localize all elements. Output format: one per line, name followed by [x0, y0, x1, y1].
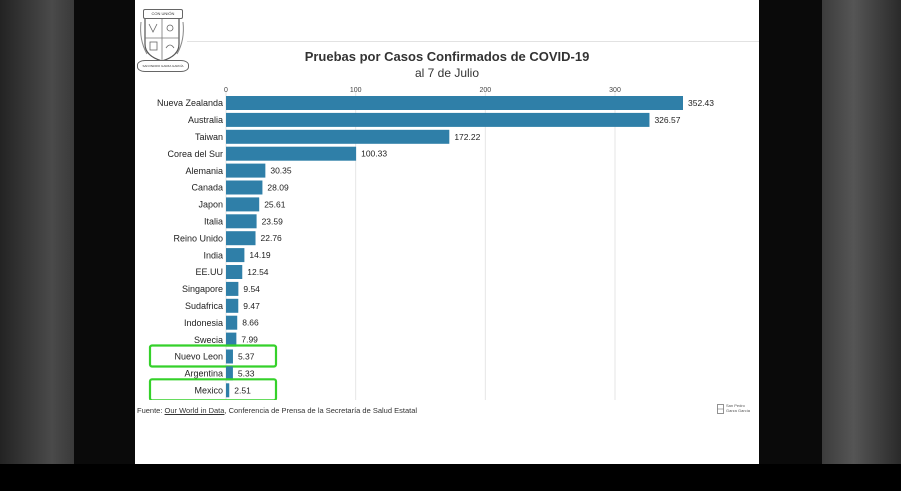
- x-tick-label-0: 0: [224, 87, 228, 94]
- seal-ribbon-text: CON UNIÓN: [143, 9, 183, 19]
- brand-text: San Pedro Garza García: [726, 403, 750, 413]
- category-label-mexico: Mexico: [194, 386, 223, 396]
- value-label-australia: 326.57: [654, 115, 680, 125]
- value-label-italia: 23.59: [262, 216, 284, 226]
- brand-mark: San Pedro Garza García: [717, 403, 757, 417]
- x-tick-label-1: 100: [350, 87, 362, 94]
- category-label-italia: Italia: [204, 217, 223, 227]
- x-tick-label-2: 200: [479, 87, 491, 94]
- category-label-indonesia: Indonesia: [184, 318, 223, 328]
- bar-corea-del-sur: [226, 146, 357, 161]
- value-label-taiwan: 172.22: [454, 132, 480, 142]
- bar-reino-unido: [226, 231, 256, 246]
- bar-japon: [226, 197, 260, 212]
- value-label-japon: 25.61: [264, 199, 286, 209]
- category-label-nuevo-leon: Nuevo Leon: [174, 352, 223, 362]
- value-label-indonesia: 8.66: [242, 318, 259, 328]
- category-label-argentina: Argentina: [184, 369, 223, 379]
- bar-canada: [226, 180, 263, 195]
- bar-nueva-zealanda: [226, 96, 683, 110]
- bar-taiwan: [226, 129, 450, 144]
- value-label-mexico: 2.51: [234, 385, 251, 395]
- category-label-taiwan: Taiwan: [195, 132, 223, 142]
- bar-ee-uu: [226, 265, 243, 279]
- category-label-canada: Canada: [191, 183, 223, 193]
- highlight-box-nuevo-leon: [148, 344, 278, 368]
- chart-subtitle: al 7 de Julio: [414, 66, 480, 80]
- bottom-black-bar: [0, 464, 901, 491]
- bar-mexico: [226, 383, 230, 398]
- value-label-nuevo-leon: 5.37: [238, 352, 255, 362]
- brand-line-2: Garza García: [726, 408, 751, 413]
- source-note: Fuente: Our World in Data, Conferencia d…: [137, 406, 417, 415]
- category-label-australia: Australia: [188, 115, 223, 125]
- bar-india: [226, 248, 245, 263]
- highlight-box-mexico: [148, 378, 278, 400]
- bar-italia: [226, 214, 257, 229]
- value-label-ee-uu: 12.54: [247, 267, 269, 277]
- bar-swecia: [226, 332, 237, 347]
- chart-title: Pruebas por Casos Confirmados de COVID-1…: [304, 49, 590, 64]
- value-label-corea-del-sur: 100.33: [361, 149, 387, 159]
- category-label-sudafrica: Sudafrica: [185, 301, 223, 311]
- category-label-corea-del-sur: Corea del Sur: [167, 149, 223, 159]
- category-label-singapore: Singapore: [182, 284, 223, 294]
- value-label-canada: 28.09: [267, 183, 289, 193]
- chart-slide: CON UNIÓN SAN PEDRO GARZA GARCÍA Pruebas…: [135, 0, 759, 464]
- bar-australia: [226, 112, 650, 127]
- bar-alemania: [226, 163, 266, 178]
- value-label-swecia: 7.99: [241, 335, 258, 345]
- bar-indonesia: [226, 315, 238, 330]
- bar-nuevo-leon: [226, 349, 233, 364]
- category-label-ee-uu: EE.UU: [195, 267, 223, 277]
- category-label-alemania: Alemania: [185, 166, 223, 176]
- bar-singapore: [226, 281, 239, 296]
- brand-logo-icon: [717, 404, 724, 414]
- municipal-seal-logo: CON UNIÓN SAN PEDRO GARZA GARCÍA: [137, 4, 189, 72]
- category-label-swecia: Swecia: [194, 335, 223, 345]
- value-label-argentina: 5.33: [238, 368, 255, 378]
- bar-chart: 0 100 200 300 Nueva Zealanda 352.43 Australia 3…: [148, 87, 714, 400]
- category-label-japon: Japon: [198, 200, 223, 210]
- source-link[interactable]: Our World in Data: [164, 406, 225, 415]
- brand-line-1: San Pedro: [726, 403, 745, 408]
- value-label-nueva-zealanda: 352.43: [688, 98, 714, 108]
- seal-bottom-text: SAN PEDRO GARZA GARCÍA: [137, 60, 189, 72]
- header-rule: [187, 41, 759, 42]
- value-label-reino-unido: 22.76: [261, 233, 283, 243]
- bar-argentina: [226, 366, 233, 381]
- bar-sudafrica: [226, 298, 239, 313]
- category-label-nueva-zealanda: Nueva Zealanda: [157, 98, 223, 108]
- source-prefix: Fuente:: [137, 406, 165, 415]
- x-tick-label-3: 300: [609, 87, 621, 94]
- value-label-sudafrica: 9.47: [243, 301, 260, 311]
- value-label-india: 14.19: [249, 250, 271, 260]
- category-label-reino-unido: Reino Unido: [173, 233, 223, 243]
- source-rest: , Conferencia de Prensa de la Secretaría…: [224, 406, 418, 415]
- right-background: [822, 0, 901, 464]
- value-label-singapore: 9.54: [243, 284, 260, 294]
- left-background: [0, 0, 74, 464]
- category-label-india: India: [203, 250, 223, 260]
- value-label-alemania: 30.35: [270, 166, 292, 176]
